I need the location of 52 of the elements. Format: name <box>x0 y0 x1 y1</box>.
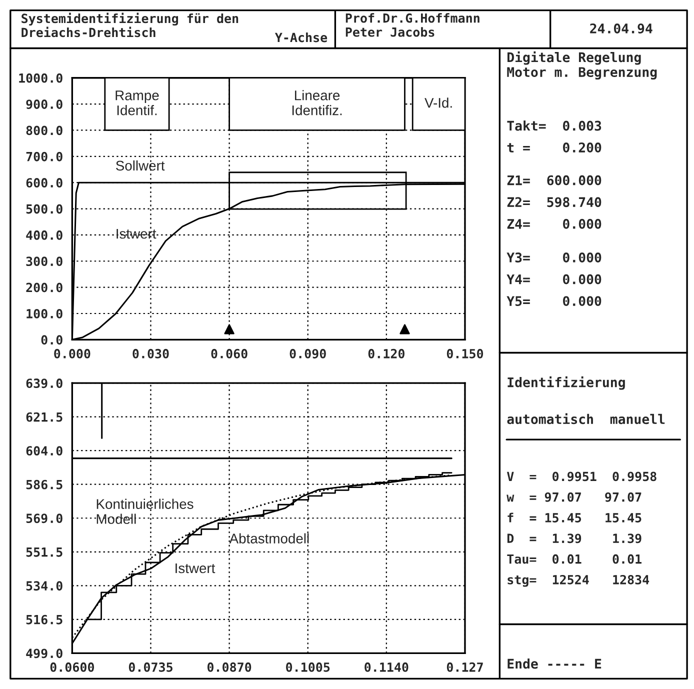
y-tick-label: 100.0 <box>26 308 62 318</box>
y-tick-label: 639.0 <box>26 378 62 388</box>
annotation: Kontinuierliches Modell <box>96 498 194 524</box>
x-tick-label: 0.030 <box>132 348 169 358</box>
text: Digitale Regelung Motor m. Begrenzung <box>507 51 657 80</box>
text: Y-Achse <box>274 32 328 42</box>
y-tick-label: 800.0 <box>26 126 62 136</box>
text: Z1= 600.000 Z2= 598.740 Z4= 0.000 <box>507 175 602 229</box>
y-tick-label: 900.0 <box>26 100 62 110</box>
x-tick-label: 0.090 <box>290 348 326 358</box>
x-tick-label: 0.1005 <box>286 662 330 672</box>
y-tick-label: 600.0 <box>26 178 62 188</box>
annotation: Abtastmodell <box>229 533 309 544</box>
text: Systemidentifizierung für den Dreiachs-Drehtisch <box>22 12 238 38</box>
y-tick-label: 1000.0 <box>19 73 62 83</box>
annotation: Sollwert <box>116 160 165 171</box>
text: Takt= 0.003 t = 0.200 <box>507 120 602 153</box>
band-label: Lineare Identifiz. <box>292 90 342 116</box>
x-tick-label: 0.0735 <box>128 662 172 672</box>
y-tick-label: 200.0 <box>26 282 62 292</box>
text: Identifizierung <box>508 376 625 390</box>
annotation: Istwert <box>176 563 216 574</box>
text: V = 0.9951 0.9958 w = 97.07 97.07 f = 15.45 15.45 D = 1.39 1.39 Tau= 0.01 0.01 stg= 12524 12834 <box>506 472 656 587</box>
y-tick-label: 500.0 <box>26 204 62 214</box>
y-tick-label: 534.0 <box>26 581 62 591</box>
x-tick-label: 0.000 <box>54 348 90 358</box>
x-tick-label: 0.120 <box>368 348 404 358</box>
y-tick-label: 400.0 <box>26 230 62 240</box>
band-label: Rampe Identif. <box>116 90 159 116</box>
text: Ende ----- E <box>508 658 602 669</box>
text: Prof.Dr.G.Hoffmann Peter Jacobs <box>346 13 480 37</box>
y-tick-label: 700.0 <box>26 152 62 162</box>
y-tick-label: 516.5 <box>26 614 62 624</box>
text: 24.04.94 <box>590 23 652 34</box>
text: Y3= 0.000 Y4= 0.000 Y5= 0.000 <box>506 252 602 306</box>
y-tick-label: 621.5 <box>26 412 62 422</box>
x-tick-label: 0.060 <box>211 348 248 358</box>
x-tick-label: 0.0870 <box>207 662 252 672</box>
band-label: V-Id. <box>424 98 452 108</box>
y-tick-label: 569.0 <box>26 514 62 524</box>
y-tick-label: 0.0 <box>41 335 62 345</box>
y-tick-label: 499.0 <box>26 648 62 658</box>
text: automatisch manuell <box>507 413 665 424</box>
y-tick-label: 604.0 <box>26 446 62 456</box>
annotation: Istwert <box>116 228 156 239</box>
x-tick-label: 0.0600 <box>50 662 94 672</box>
x-tick-label: 0.127 <box>446 662 483 672</box>
y-tick-label: 551.5 <box>26 548 62 557</box>
y-tick-label: 300.0 <box>26 256 62 266</box>
x-tick-label: 0.150 <box>446 348 484 358</box>
x-tick-label: 0.1140 <box>364 662 408 672</box>
y-tick-label: 586.5 <box>26 480 62 490</box>
